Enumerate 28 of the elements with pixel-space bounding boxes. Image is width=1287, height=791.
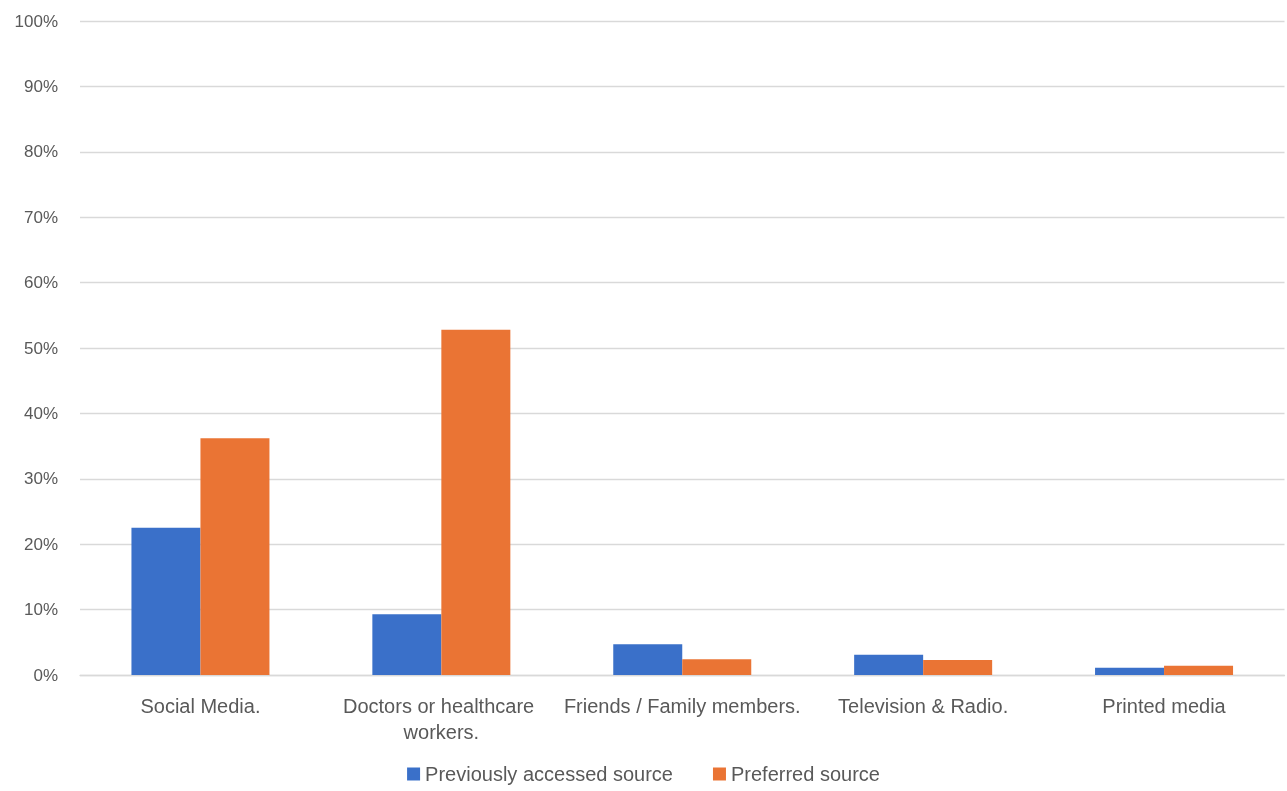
bar <box>441 329 511 675</box>
y-tick-label: 90% <box>23 76 58 96</box>
bar <box>1164 665 1234 675</box>
y-tick-label: 70% <box>23 207 58 227</box>
y-tick-label: 50% <box>23 338 58 358</box>
y-tick-label: 10% <box>23 600 58 620</box>
legend-label: Preferred source <box>730 763 880 785</box>
x-tick-label: Social Media. <box>140 695 261 717</box>
bar <box>613 644 683 675</box>
bar <box>200 438 270 675</box>
y-tick-label: 40% <box>23 403 58 423</box>
y-tick-label: 60% <box>23 273 58 293</box>
bar <box>372 614 442 675</box>
bar <box>682 659 752 675</box>
y-tick-label: 100% <box>14 11 58 31</box>
x-tick-label: Friends / Family members. <box>563 695 801 717</box>
y-tick-label: 20% <box>23 534 58 554</box>
bar <box>1095 667 1165 675</box>
x-tick-label: Television & Radio. <box>838 695 1009 717</box>
bar <box>131 527 201 675</box>
y-tick-label: 80% <box>23 142 58 162</box>
y-tick-label: 0% <box>33 665 58 685</box>
x-tick-label: Printed media <box>1102 695 1227 717</box>
y-tick-label: 30% <box>23 469 58 489</box>
bar <box>923 659 993 675</box>
bar <box>854 654 924 675</box>
x-tick-label: Doctors or healthcare workers. <box>342 695 540 743</box>
legend-label: Previously accessed source <box>425 763 673 785</box>
